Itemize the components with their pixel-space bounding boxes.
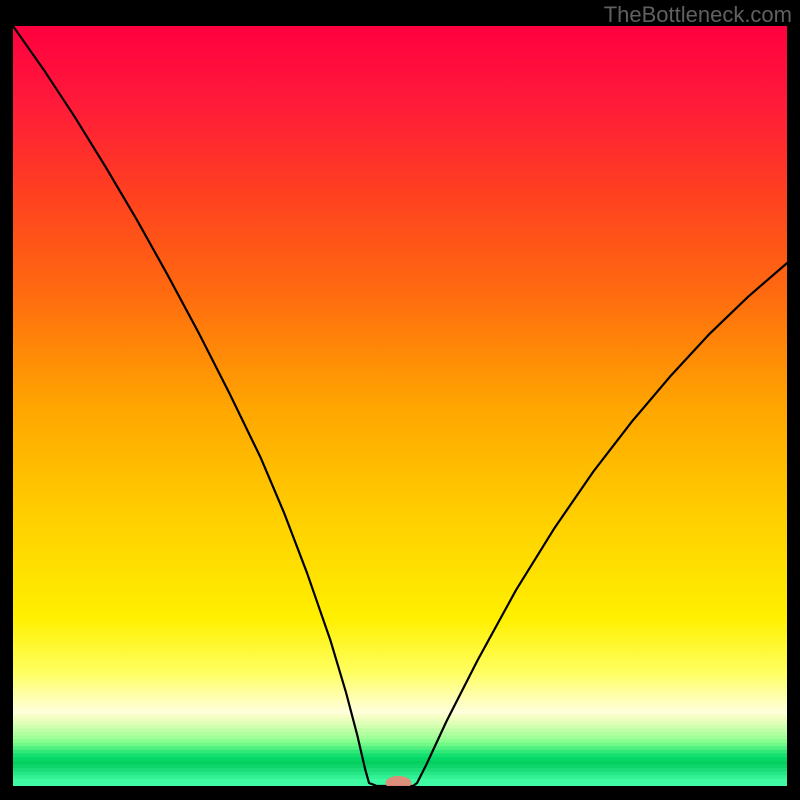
gradient-background [13,26,787,786]
band-row [13,735,787,739]
band-row [13,717,787,721]
band-row [13,750,787,754]
band-row [13,757,787,761]
band-row [13,761,787,765]
band-row [13,739,787,743]
band-row [13,768,787,772]
band-row [13,746,787,750]
band-row [13,714,787,718]
plot-area [13,26,787,790]
band-row [13,721,787,725]
band-row [13,732,787,736]
band-row [13,772,787,776]
band-row [13,764,787,768]
green-bands [13,714,787,787]
bottleneck-chart [0,0,800,800]
chart-root: TheBottleneck.com [0,0,800,800]
band-row [13,725,787,729]
watermark-text: TheBottleneck.com [604,2,792,28]
band-row [13,728,787,732]
band-row [13,754,787,758]
band-row [13,743,787,747]
